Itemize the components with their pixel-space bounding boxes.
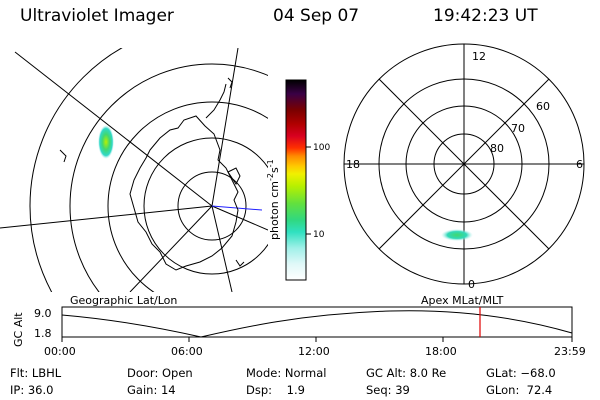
- coastline-fragment: [59, 149, 67, 163]
- antarctic-peninsula: [205, 83, 227, 119]
- info-ip: IP: 36.0: [10, 383, 54, 397]
- antarctica-coastline: [129, 115, 239, 271]
- colorbar-tick-label: 100: [313, 143, 330, 153]
- info-door: Door: Open: [127, 366, 193, 380]
- altitude-plot-frame: [61, 306, 573, 338]
- latitude-circle: [69, 63, 268, 292]
- info-dsp: Dsp: 1.9: [246, 383, 305, 397]
- info-seq: Seq: 39: [366, 383, 410, 397]
- coastline-fragment: [227, 77, 233, 89]
- altitude-ytick-max: 9.0: [34, 307, 52, 320]
- diagonal-line: [378, 78, 550, 250]
- colorbar-label: photon cm-2s-1: [266, 159, 281, 240]
- instrument-title: Ultraviolet Imager: [20, 6, 174, 26]
- altitude-xtick-0600: 06:00: [171, 345, 203, 358]
- island-outline: [227, 167, 241, 185]
- mlat-label-70: 70: [511, 122, 525, 135]
- altitude-ytick-min: 1.8: [34, 327, 52, 340]
- aurora-emission-geographic: [98, 125, 114, 159]
- latitude-circle: [143, 137, 268, 275]
- meridian-line: [0, 205, 213, 229]
- meridian-line: [211, 205, 268, 231]
- mlat-label-80: 80: [490, 142, 504, 155]
- altitude-xtick-1200: 12:00: [298, 345, 330, 358]
- altitude-xtick-2359: 23:59: [554, 345, 586, 358]
- meridian-line: [211, 48, 239, 207]
- coastline-fragment: [235, 259, 245, 267]
- aurora-emission-polar: [441, 229, 473, 241]
- meridian-line: [211, 205, 233, 292]
- mlt-label-12: 12: [472, 50, 486, 63]
- colorbar-tick-label: 10: [313, 230, 325, 240]
- mlt-label-18: 18: [346, 158, 360, 171]
- apex-panel-label: Apex MLat/MLT: [421, 294, 504, 307]
- latitude-circle: [107, 101, 268, 292]
- altitude-xtick-1800: 18:00: [425, 345, 457, 358]
- latitude-circle: [177, 171, 247, 241]
- geographic-panel-label: Geographic Lat/Lon: [70, 294, 178, 307]
- mlt-label-6: 6: [576, 158, 583, 171]
- info-glat: GLat: −68.0: [486, 366, 556, 380]
- latitude-circle: [29, 48, 123, 292]
- altitude-curve: [61, 310, 573, 338]
- info-gc-alt: GC Alt: 8.0 Re: [366, 366, 447, 380]
- observation-date: 04 Sep 07: [273, 6, 360, 26]
- meridian-line: [14, 51, 213, 207]
- info-flt: Flt: LBHL: [10, 366, 62, 380]
- mlat-label-60: 60: [536, 100, 550, 113]
- meridian-line: [129, 205, 213, 292]
- info-glon: GLon: 72.4: [486, 383, 553, 397]
- altitude-ylabel: GC Alt: [12, 312, 25, 347]
- colorbar-gradient: [285, 79, 307, 281]
- info-gain: Gain: 14: [127, 383, 176, 397]
- mlt-label-0: 0: [468, 278, 475, 291]
- observation-time: 19:42:23 UT: [433, 6, 538, 26]
- altitude-xtick-0000: 00:00: [44, 345, 76, 358]
- info-mode: Mode: Normal: [246, 366, 327, 380]
